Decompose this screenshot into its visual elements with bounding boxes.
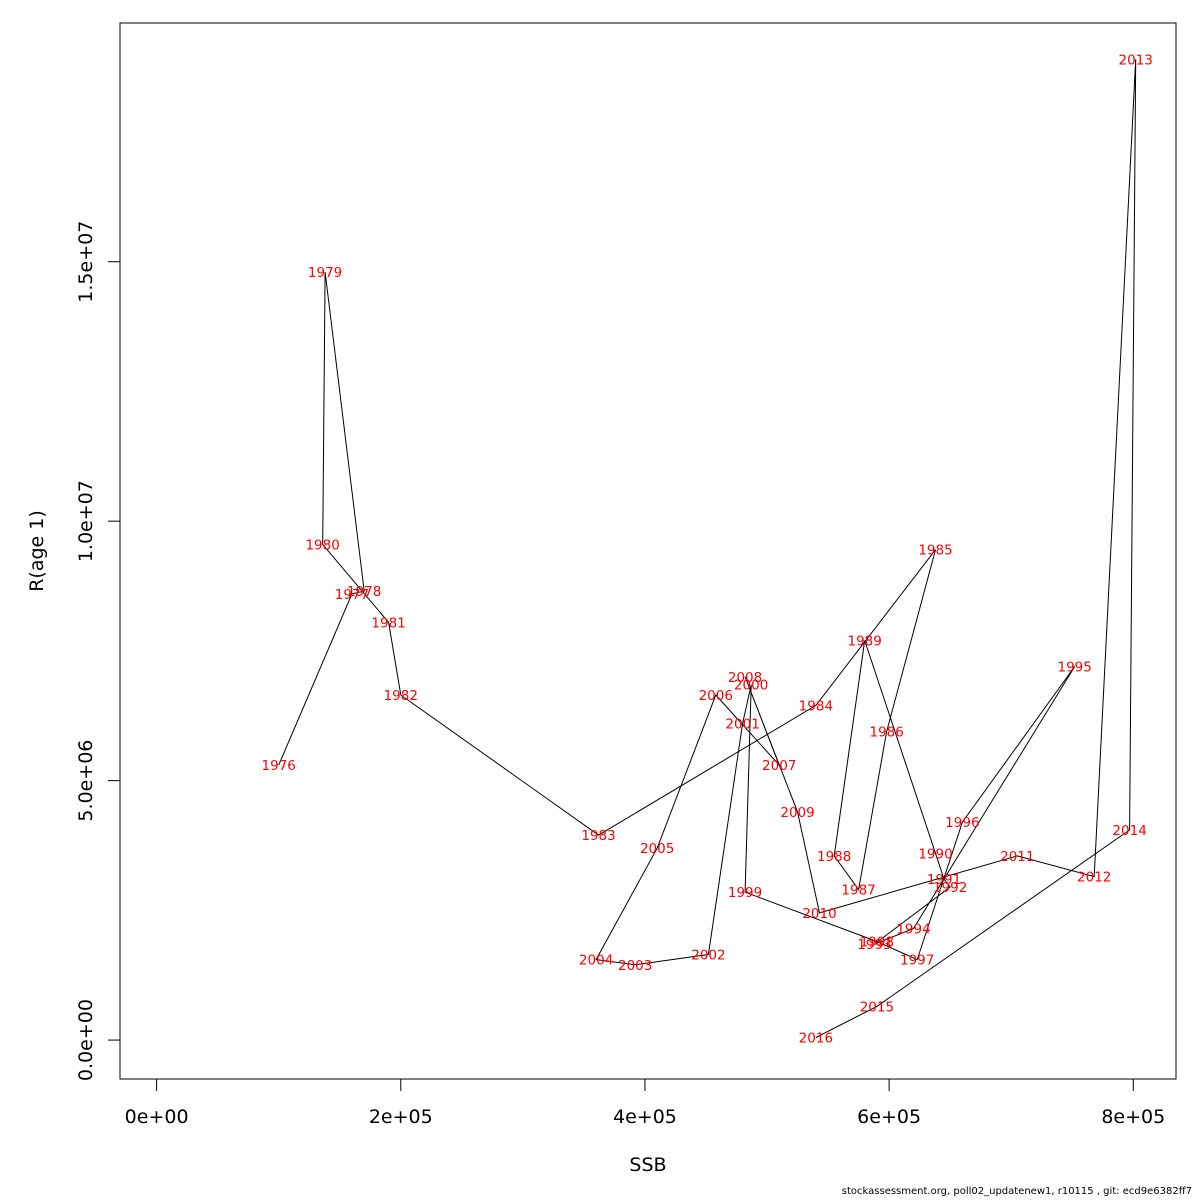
- x-tick-label: 4e+05: [613, 1106, 677, 1128]
- point-label-2000: 2000: [734, 678, 768, 694]
- point-label-1988: 1988: [817, 849, 851, 865]
- point-label-1996: 1996: [945, 815, 979, 831]
- y-tick-label: 1.5e+07: [75, 221, 97, 303]
- point-label-1995: 1995: [1057, 659, 1091, 675]
- x-tick-label: 8e+05: [1101, 1106, 1165, 1128]
- point-label-1984: 1984: [799, 698, 833, 714]
- point-label-2005: 2005: [640, 841, 674, 857]
- point-label-2008: 2008: [728, 670, 762, 686]
- point-label-1990: 1990: [918, 846, 952, 862]
- point-label-1987: 1987: [841, 883, 875, 899]
- point-label-1983: 1983: [581, 828, 615, 844]
- point-label-1977: 1977: [335, 587, 369, 603]
- footer-credit: stockassessment.org, poll02_updatenew1, …: [841, 1186, 1192, 1197]
- point-label-1997: 1997: [900, 953, 934, 969]
- point-label-1978: 1978: [347, 584, 381, 600]
- point-label-1976: 1976: [262, 758, 296, 774]
- point-label-2002: 2002: [691, 947, 725, 963]
- point-label-2012: 2012: [1077, 870, 1111, 886]
- point-label-1989: 1989: [848, 634, 882, 650]
- plot-frame: [119, 22, 1177, 1080]
- point-label-2006: 2006: [699, 688, 733, 704]
- point-label-1999: 1999: [728, 885, 762, 901]
- point-label-1994: 1994: [896, 922, 930, 938]
- point-label-1992: 1992: [933, 880, 967, 896]
- y-tick-label: 5.0e+06: [75, 740, 97, 822]
- point-label-2010: 2010: [802, 906, 836, 922]
- y-tick-label: 0.0e+00: [75, 999, 97, 1081]
- y-tick-label: 1.0e+07: [75, 480, 97, 562]
- point-label-1991: 1991: [927, 872, 961, 888]
- x-axis-title: SSB: [629, 1154, 666, 1176]
- point-label-2011: 2011: [1000, 849, 1034, 865]
- series-line: [278, 59, 1137, 1038]
- point-label-1981: 1981: [371, 615, 405, 631]
- y-axis: 0.0e+00 5.0e+06 1.0e+07 1.5e+07: [75, 221, 121, 1081]
- x-tick-label: 6e+05: [857, 1106, 921, 1128]
- point-label-1979: 1979: [308, 265, 342, 281]
- y-axis-title: R(age 1): [26, 510, 48, 592]
- point-label-2003: 2003: [618, 958, 652, 974]
- point-label-2009: 2009: [780, 805, 814, 821]
- point-label-2007: 2007: [762, 758, 796, 774]
- point-label-1986: 1986: [869, 724, 903, 740]
- point-label-2015: 2015: [860, 999, 894, 1015]
- x-tick-label: 2e+05: [369, 1106, 433, 1128]
- point-label-2004: 2004: [579, 953, 613, 969]
- point-label-2013: 2013: [1119, 52, 1153, 68]
- x-tick-label: 0e+00: [125, 1106, 189, 1128]
- point-label-1982: 1982: [384, 688, 418, 704]
- x-axis: 0e+00 2e+05 4e+05 6e+05 8e+05: [125, 1078, 1165, 1128]
- point-label-2016: 2016: [799, 1030, 833, 1046]
- point-label-1985: 1985: [918, 543, 952, 559]
- point-label-1993: 1993: [857, 937, 891, 953]
- point-label-2014: 2014: [1112, 823, 1146, 839]
- point-label-1998: 1998: [860, 934, 894, 950]
- point-label-2001: 2001: [725, 717, 759, 733]
- point-label-1980: 1980: [305, 538, 339, 554]
